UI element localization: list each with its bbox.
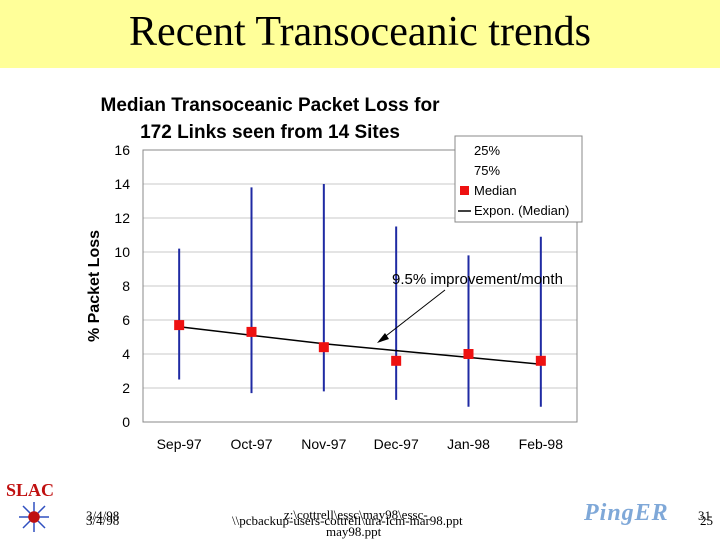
legend-entry-median: Median [474, 183, 517, 198]
footer-date-a: 3/4/98 [86, 508, 120, 523]
range-bars [178, 184, 542, 407]
y-tick-label: 14 [114, 176, 130, 192]
footer-page-b: 25 [700, 513, 713, 528]
title-bar [0, 0, 720, 68]
annotation-arrow-line [381, 289, 446, 340]
slac-starburst-icon [19, 502, 49, 532]
y-tick-label: 12 [114, 210, 130, 226]
legend-entry-trend: Expon. (Median) [474, 203, 569, 218]
median-point-Sep-97 [174, 320, 185, 331]
legend-median-marker [460, 186, 469, 195]
slac-logo-text: SLAC [6, 480, 54, 500]
median-point-Oct-97 [246, 326, 257, 337]
chart-title: Median Transoceanic Packet Loss for 172 … [60, 92, 480, 146]
slide-title: Recent Transoceanic trends [129, 9, 591, 55]
y-tick-label: 6 [122, 312, 130, 328]
x-tick-label: Jan-98 [447, 436, 490, 452]
y-tick-label: 16 [114, 142, 130, 158]
footer-path-a2: may98.ppt [326, 524, 382, 539]
median-point-Jan-98 [463, 349, 474, 359]
x-tick-label: Sep-97 [157, 436, 202, 452]
y-tick-label: 8 [122, 278, 130, 294]
footer-page-a: 31 [698, 508, 711, 523]
pinger-logo: PingER [584, 500, 669, 526]
chart-title-line1: Median Transoceanic Packet Loss for [100, 95, 440, 116]
legend-entry-25: 25% [474, 143, 500, 158]
x-tick-label: Oct-97 [230, 436, 272, 452]
y-tick-label: 10 [114, 244, 130, 260]
x-tick-label: Nov-97 [301, 436, 346, 452]
trend-line [179, 326, 541, 365]
median-point-Nov-97 [318, 342, 329, 353]
x-tick-label: Feb-98 [519, 436, 564, 452]
median-markers [174, 320, 546, 366]
y-tick-label: 4 [122, 346, 130, 362]
legend-entry-75: 75% [474, 163, 500, 178]
chart-title-line2: 172 Links seen from 14 Sites [140, 122, 400, 143]
y-tick-label: 0 [122, 414, 130, 430]
footer-path-a: z:\cottrell\essc\may98\essc- [284, 507, 428, 522]
y-tick-label: 2 [122, 380, 130, 396]
x-tick-label: Dec-97 [374, 436, 419, 452]
footer-date-b: 3/4/98 [86, 513, 120, 528]
x-ticks: Sep-97 Oct-97 Nov-97 Dec-97 Jan-98 Feb-98 [157, 436, 564, 452]
legend: 25% 75% Median Expon. (Median) [454, 135, 583, 223]
trend-line-layer [179, 326, 541, 365]
y-axis-label: % Packet Loss [86, 230, 103, 342]
median-point-Feb-98 [535, 355, 546, 366]
annotation-arrowhead [377, 333, 389, 343]
annotation-text: 9.5% improvement/month [392, 271, 563, 288]
median-point-Dec-97 [391, 355, 402, 366]
plot-area [142, 149, 578, 423]
legend-box [454, 135, 583, 223]
slac-logo: SLAC [6, 480, 54, 532]
y-ticks: 0 2 4 6 8 10 12 14 16 [114, 142, 130, 430]
footer-path-b: \\pcbackup-users-cottrell\ura-lcm-mar98.… [232, 513, 463, 528]
